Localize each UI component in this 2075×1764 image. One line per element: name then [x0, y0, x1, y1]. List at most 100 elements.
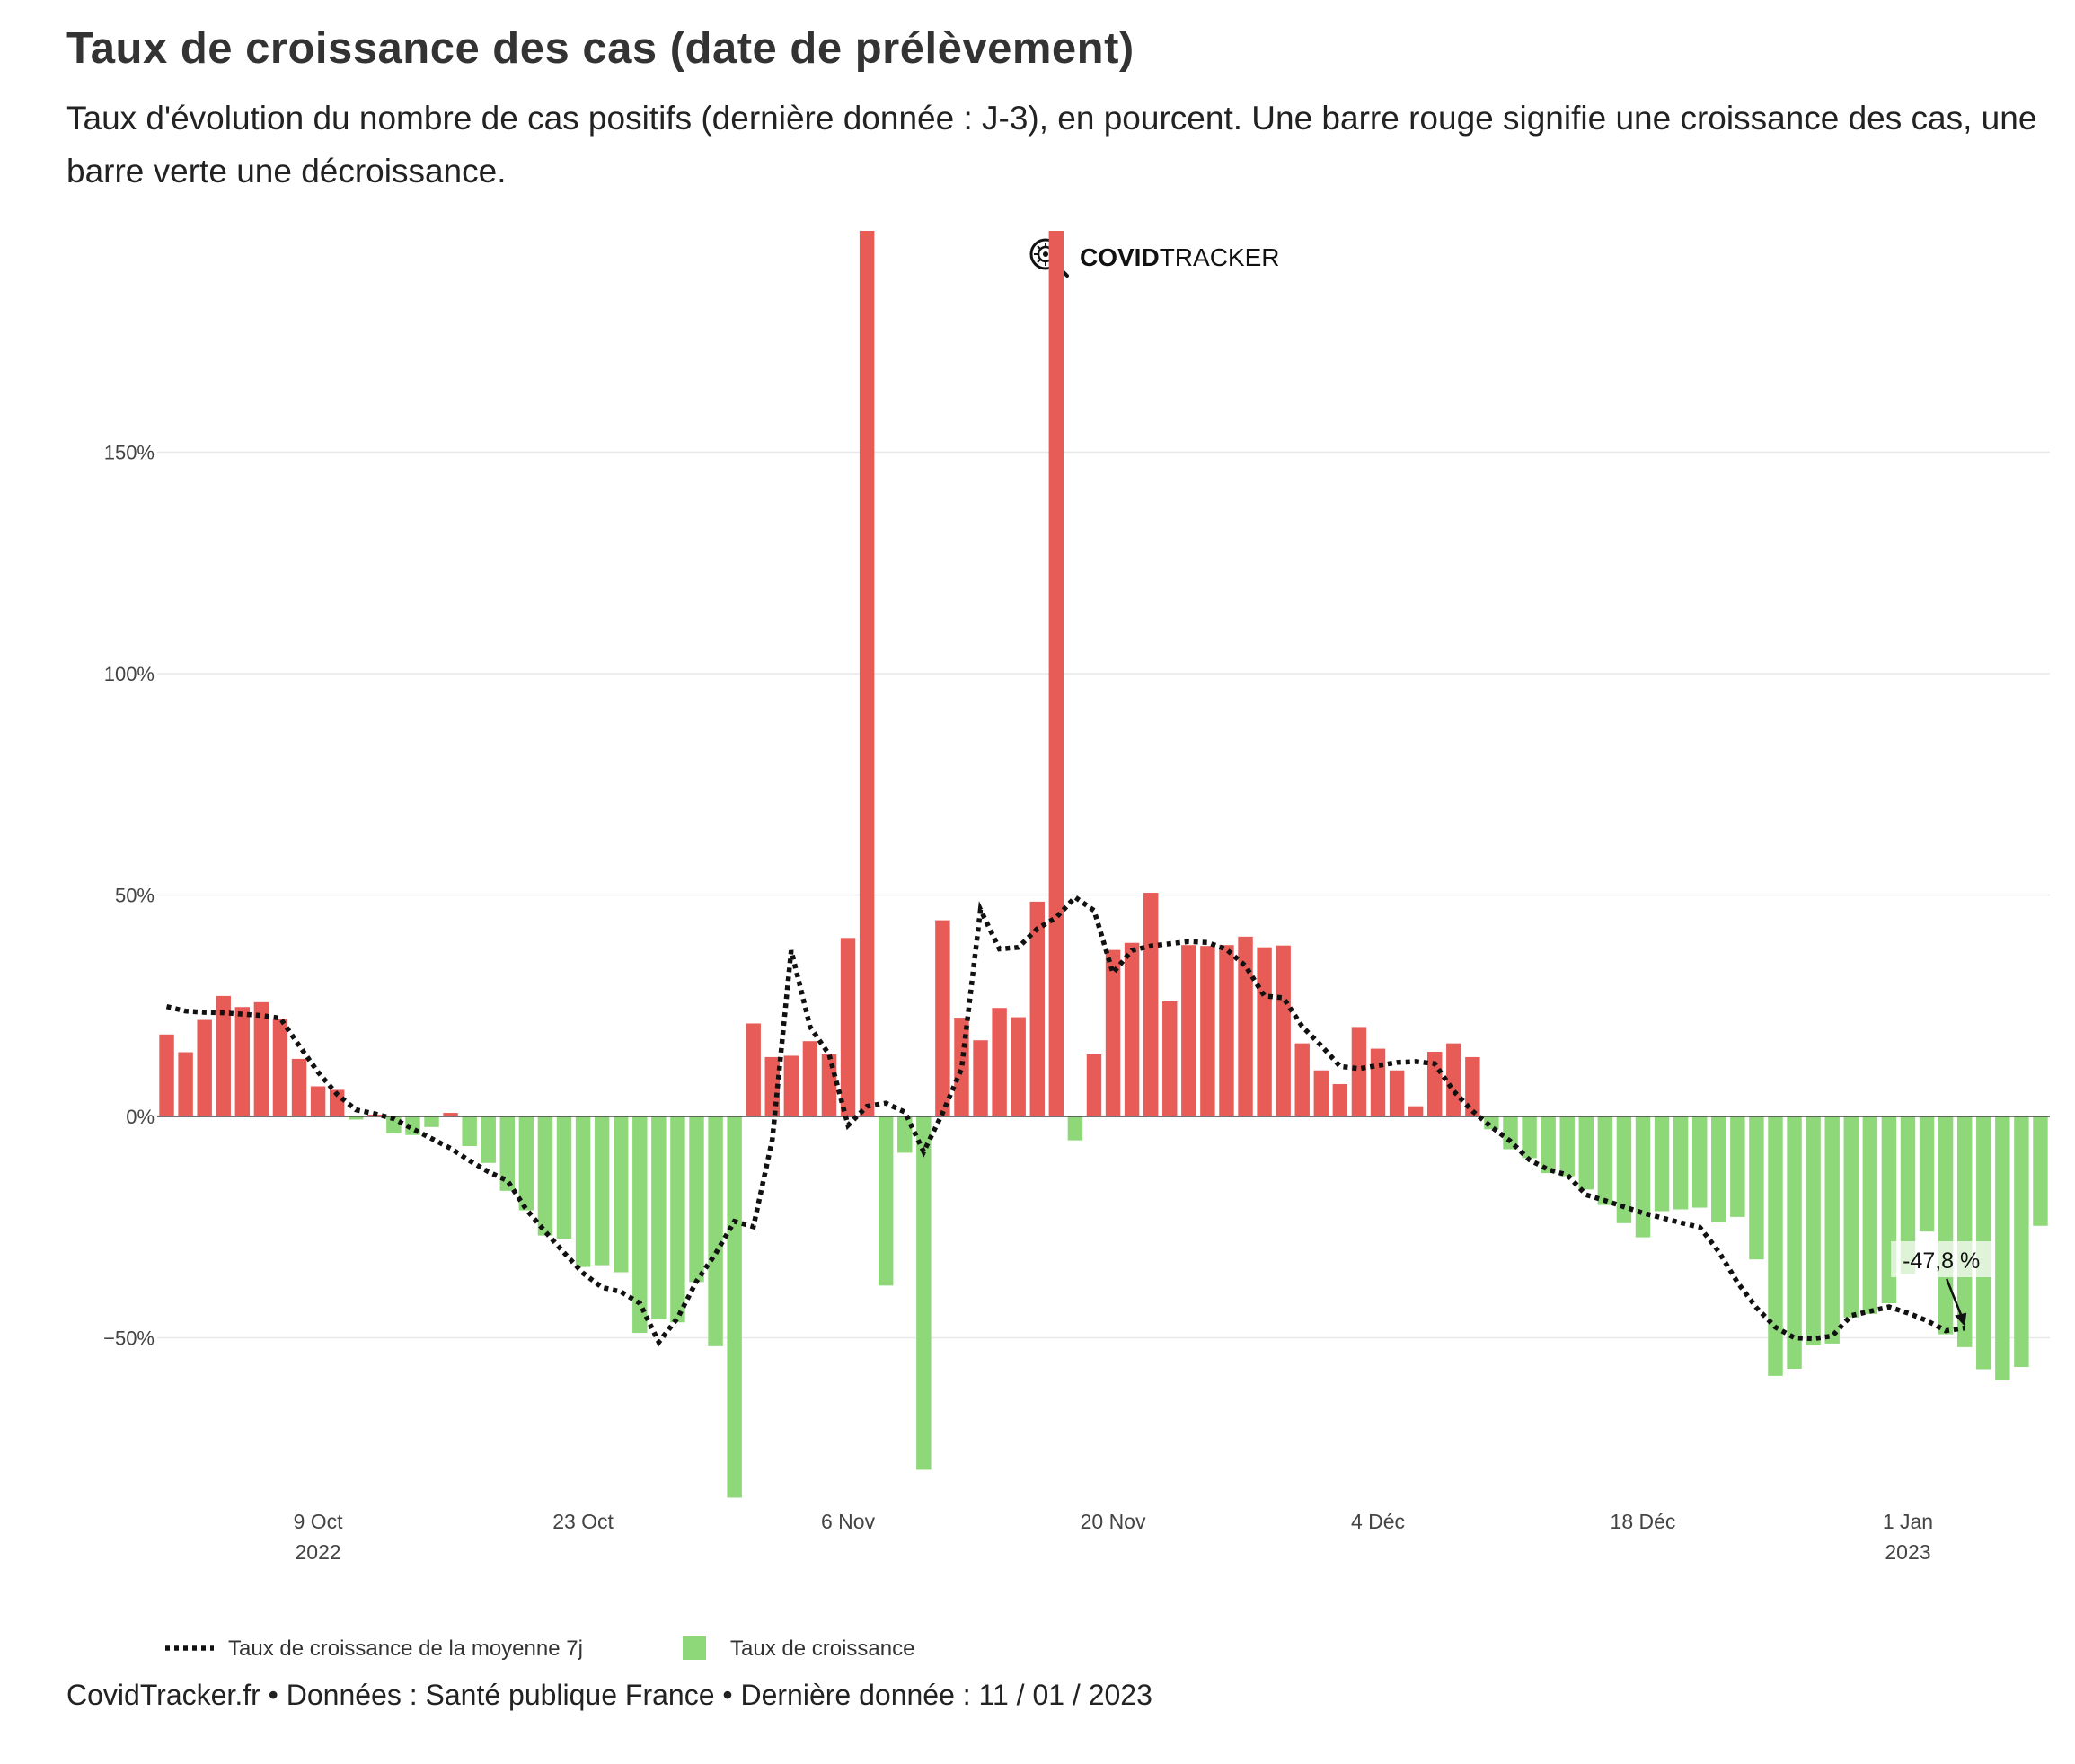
x-tick-label: 20 Nov	[1081, 1510, 1146, 1533]
growth-bar	[1616, 1116, 1632, 1223]
x-tick-year-label: 2022	[296, 1540, 341, 1564]
growth-bar	[2033, 1116, 2048, 1226]
growth-bar	[1029, 901, 1045, 1116]
growth-bar	[1446, 1043, 1461, 1116]
growth-bar	[1635, 1116, 1651, 1238]
growth-bar	[329, 1089, 345, 1116]
x-axis-ticks: 9 Oct 2022 23 Oct 6 Nov 20 Nov 4 Déc 18 Déc 1 J…	[294, 1510, 1933, 1564]
growth-bar	[1276, 945, 1291, 1116]
growth-bar	[708, 1116, 723, 1346]
growth-bar	[1956, 1116, 1973, 1347]
logo-text-bold: COVID	[1080, 243, 1160, 271]
growth-bar	[954, 1018, 969, 1116]
legend-bar-label[interactable]: Taux de croissance	[730, 1636, 915, 1661]
annotation-arrow	[1946, 1278, 1964, 1319]
chart-title: Taux de croissance des cas (date de prél…	[66, 24, 1135, 73]
growth-bar	[1900, 1116, 1916, 1274]
growth-bar	[424, 1116, 439, 1127]
growth-bar	[253, 1001, 269, 1116]
y-tick-label: 100%	[104, 663, 155, 685]
growth-bar	[1370, 1048, 1386, 1116]
growth-bar	[310, 1086, 326, 1116]
growth-bar	[859, 231, 875, 1116]
growth-bar	[1067, 1116, 1083, 1141]
growth-bar	[897, 1116, 913, 1153]
growth-bar	[1768, 1116, 1783, 1376]
growth-bar	[1257, 947, 1272, 1116]
legend-marks	[165, 1636, 706, 1660]
x-tick-year-label: 2023	[1885, 1540, 1930, 1564]
growth-bar	[727, 1116, 742, 1498]
growth-bar	[537, 1116, 553, 1236]
growth-bar	[1787, 1116, 1802, 1370]
growth-bar	[159, 1034, 174, 1116]
growth-bar	[1086, 1054, 1102, 1116]
growth-bar	[1654, 1116, 1670, 1212]
growth-bar	[1578, 1116, 1594, 1190]
growth-bar	[1938, 1116, 1954, 1335]
annotation-box	[1891, 1241, 1992, 1277]
x-tick-label: 23 Oct	[552, 1510, 614, 1533]
growth-bar	[878, 1116, 894, 1286]
growth-bar	[481, 1116, 496, 1163]
annotation-label: -47,8 %	[1903, 1248, 1980, 1274]
y-tick-label: 50%	[115, 885, 155, 907]
growth-bar	[1995, 1116, 2010, 1380]
moving-average-line	[165, 894, 1965, 1347]
x-tick-label: 4 Déc	[1351, 1510, 1405, 1533]
growth-bar	[1181, 945, 1196, 1116]
growth-bar	[443, 1113, 458, 1116]
growth-bar	[973, 1040, 988, 1116]
growth-bar	[1522, 1116, 1537, 1159]
growth-bar	[272, 1019, 288, 1116]
logo-text-regular: TRACKER	[1159, 243, 1280, 271]
growth-bar	[1843, 1116, 1859, 1318]
growth-bar	[1711, 1116, 1726, 1222]
growth-bar	[1105, 949, 1121, 1116]
x-tick-label: 18 Déc	[1611, 1510, 1676, 1533]
growth-bar	[234, 1007, 251, 1116]
growth-bar	[178, 1052, 193, 1116]
growth-bar	[1011, 1017, 1026, 1116]
growth-bar	[1200, 946, 1215, 1116]
growth-bar	[613, 1116, 629, 1273]
growth-bar	[1408, 1106, 1424, 1116]
growth-bar	[1691, 1116, 1708, 1208]
growth-bar	[556, 1116, 572, 1239]
logo-text: COVIDTRACKER	[1080, 243, 1279, 272]
growth-bar	[518, 1116, 534, 1211]
grid-lines	[157, 451, 2050, 1339]
growth-bar	[594, 1116, 610, 1266]
growth-bar	[2014, 1116, 2029, 1368]
x-tick-label: 1 Jan	[1883, 1510, 1933, 1533]
growth-bar	[746, 1023, 761, 1116]
x-tick-label: 6 Nov	[821, 1510, 876, 1533]
growth-bar	[840, 938, 856, 1116]
growth-bar	[1597, 1116, 1613, 1205]
growth-bar	[1389, 1070, 1405, 1116]
growth-bar	[1351, 1027, 1367, 1116]
growth-bar	[197, 1019, 212, 1116]
growth-bar	[1465, 1056, 1480, 1116]
growth-bar	[1332, 1084, 1348, 1116]
y-tick-label: 0%	[126, 1106, 155, 1128]
growth-bar	[783, 1055, 799, 1116]
growth-bar	[916, 1116, 932, 1470]
growth-bar	[349, 1116, 364, 1120]
growth-bar	[1862, 1116, 1878, 1314]
growth-bar	[670, 1116, 685, 1323]
growth-bar	[1427, 1052, 1443, 1116]
growth-bar	[802, 1041, 818, 1116]
growth-bar	[1806, 1116, 1821, 1345]
growth-bar	[1730, 1116, 1745, 1217]
covidtracker-logo: COVIDTRACKER	[1028, 238, 1279, 278]
growth-bar	[1541, 1116, 1556, 1174]
growth-bar	[1673, 1116, 1689, 1210]
growth-bar	[1749, 1116, 1764, 1260]
growth-bar	[651, 1116, 667, 1319]
growth-bar	[1919, 1116, 1935, 1232]
growth-bar	[1143, 893, 1159, 1116]
growth-bar	[935, 920, 950, 1116]
legend-line-label[interactable]: Taux de croissance de la moyenne 7j	[228, 1636, 583, 1661]
